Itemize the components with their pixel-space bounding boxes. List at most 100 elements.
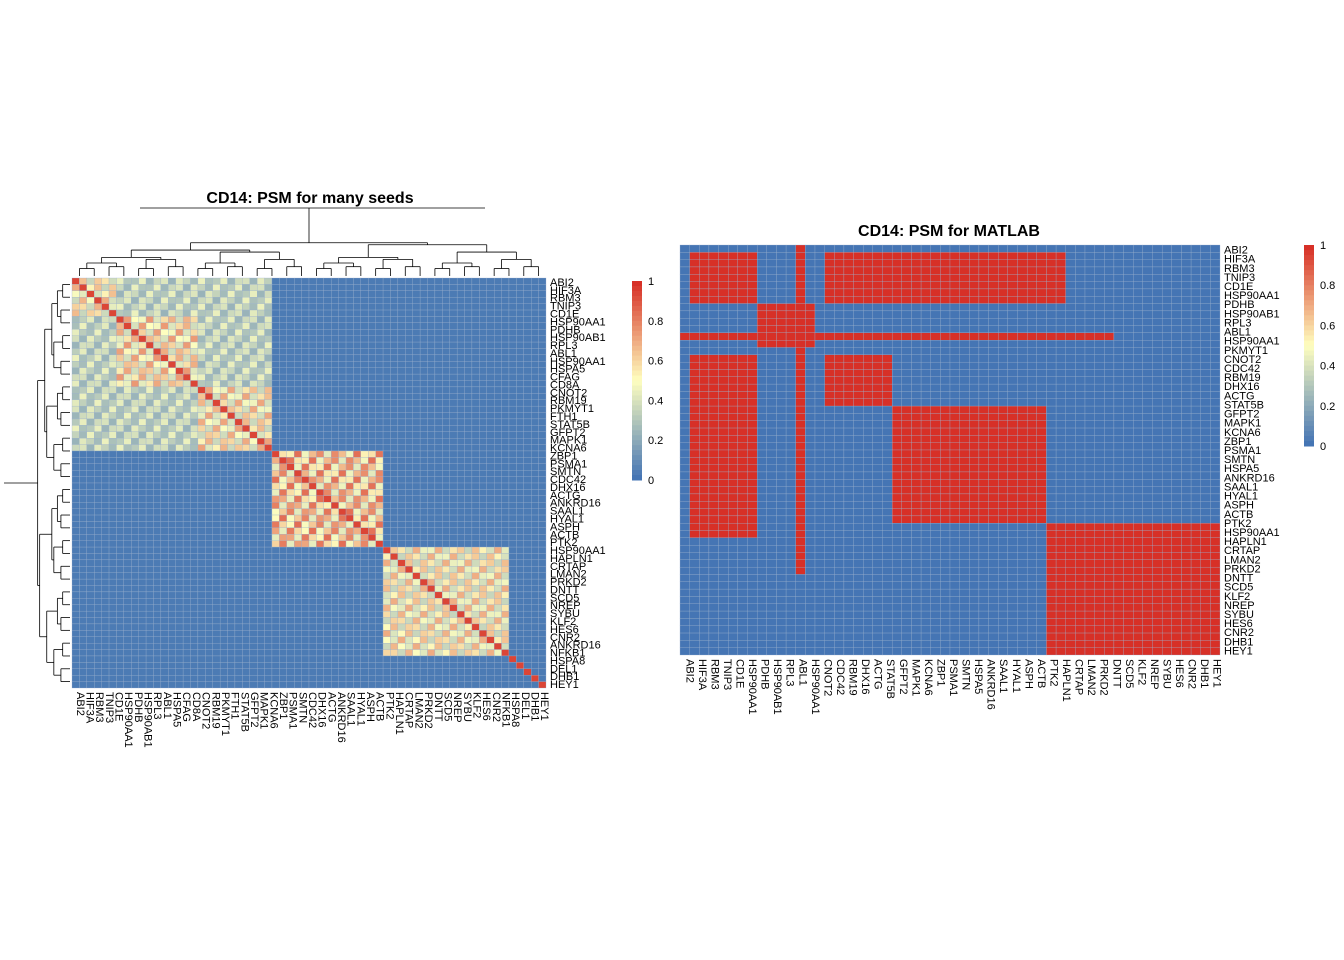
heatmap-cell	[471, 444, 480, 452]
heatmap-cell	[219, 348, 228, 356]
column-label: GFPT2	[248, 692, 260, 727]
heatmap-cell	[227, 495, 236, 503]
heatmap-cell	[456, 380, 465, 388]
heatmap-cell	[471, 508, 480, 516]
heatmap-cell	[212, 322, 221, 330]
heatmap-cell	[442, 361, 450, 368]
heatmap-cell	[353, 668, 361, 676]
heatmap-cell	[160, 277, 169, 285]
heatmap-cell	[785, 281, 796, 290]
heatmap-cell	[101, 559, 110, 567]
heatmap-cell	[814, 259, 825, 268]
column-label: CDC42	[306, 692, 318, 728]
heatmap-cell	[390, 393, 399, 400]
heatmap-cell	[190, 623, 199, 631]
heatmap-cell	[978, 288, 989, 297]
heatmap-cell	[168, 681, 176, 689]
heatmap-cell	[197, 386, 206, 394]
heatmap-cell	[316, 559, 324, 567]
heatmap-cell	[978, 244, 989, 253]
heatmap-cell	[79, 354, 87, 362]
heatmap-cell	[79, 431, 87, 439]
heatmap-cell	[94, 476, 102, 484]
heatmap-cell	[345, 297, 354, 304]
heatmap-cell	[123, 431, 132, 439]
heatmap-cell	[316, 438, 324, 445]
heatmap-cell	[434, 476, 443, 484]
heatmap-cell	[79, 341, 87, 349]
heatmap-cell	[911, 310, 922, 319]
heatmap-cell	[464, 303, 473, 311]
column-label: HSPA5	[171, 692, 183, 727]
heatmap-cell	[978, 274, 989, 282]
legend-color-step	[632, 465, 642, 471]
heatmap-cell	[234, 540, 243, 548]
heatmap-cell	[464, 399, 473, 407]
heatmap-cell	[160, 598, 169, 605]
heatmap-cell	[776, 296, 787, 304]
heatmap-cell	[479, 675, 487, 682]
heatmap-cell	[405, 540, 413, 548]
heatmap-cell	[153, 630, 162, 637]
heatmap-cell	[338, 341, 347, 349]
heatmap-cell	[756, 288, 767, 297]
heatmap-cell	[175, 367, 184, 375]
heatmap-cell	[501, 450, 510, 458]
heatmap-cell	[345, 508, 354, 516]
heatmap-cell	[197, 668, 206, 676]
heatmap-cell	[286, 335, 295, 343]
heatmap-cell	[108, 284, 117, 291]
heatmap-cell	[71, 412, 80, 420]
heatmap-cell	[464, 482, 473, 490]
heatmap-cell	[190, 393, 199, 400]
heatmap-cell	[531, 534, 539, 541]
heatmap-cell	[145, 297, 154, 304]
heatmap-cell	[316, 482, 324, 490]
heatmap-cell	[368, 470, 376, 477]
legend-color-step	[632, 360, 642, 367]
heatmap-cell	[456, 655, 465, 663]
heatmap-cell	[145, 303, 154, 311]
heatmap-cell	[227, 527, 236, 535]
heatmap-cell	[434, 643, 443, 650]
heatmap-cell	[442, 341, 450, 349]
heatmap-cell	[471, 585, 480, 593]
heatmap-cell	[286, 482, 295, 490]
heatmap-cell	[516, 559, 524, 567]
heatmap-cell	[286, 655, 295, 663]
heatmap-cell	[338, 457, 347, 464]
heatmap-cell	[316, 277, 324, 285]
heatmap-cell	[382, 617, 391, 625]
heatmap-cell	[464, 444, 473, 452]
heatmap-cell	[301, 655, 310, 663]
heatmap-cell	[212, 482, 221, 490]
heatmap-cell	[138, 309, 147, 317]
heatmap-cell	[131, 610, 139, 618]
heatmap-cell	[182, 457, 191, 464]
heatmap-cell	[531, 610, 539, 618]
heatmap-cell	[368, 335, 376, 343]
heatmap-cell	[479, 393, 487, 400]
heatmap-cell	[227, 668, 236, 676]
heatmap-cell	[145, 572, 154, 580]
heatmap-cell	[227, 380, 236, 388]
heatmap-cell	[360, 354, 369, 362]
heatmap-cell	[257, 316, 265, 323]
heatmap-cell	[271, 412, 280, 420]
heatmap-cell	[375, 591, 384, 599]
column-label: CD1E	[113, 692, 125, 721]
heatmap-cell	[516, 412, 524, 420]
heatmap-cell	[71, 681, 80, 689]
heatmap-cell	[249, 329, 258, 336]
heatmap-cell	[930, 296, 941, 304]
heatmap-cell	[523, 277, 532, 285]
heatmap-cell	[375, 431, 384, 439]
heatmap-cell	[531, 386, 539, 394]
heatmap-cell	[479, 604, 487, 612]
heatmap-cell	[494, 335, 502, 343]
heatmap-cell	[375, 604, 384, 612]
heatmap-cell	[353, 482, 361, 490]
heatmap-cell	[442, 418, 450, 426]
heatmap-cell	[308, 418, 317, 426]
heatmap-cell	[153, 610, 162, 618]
